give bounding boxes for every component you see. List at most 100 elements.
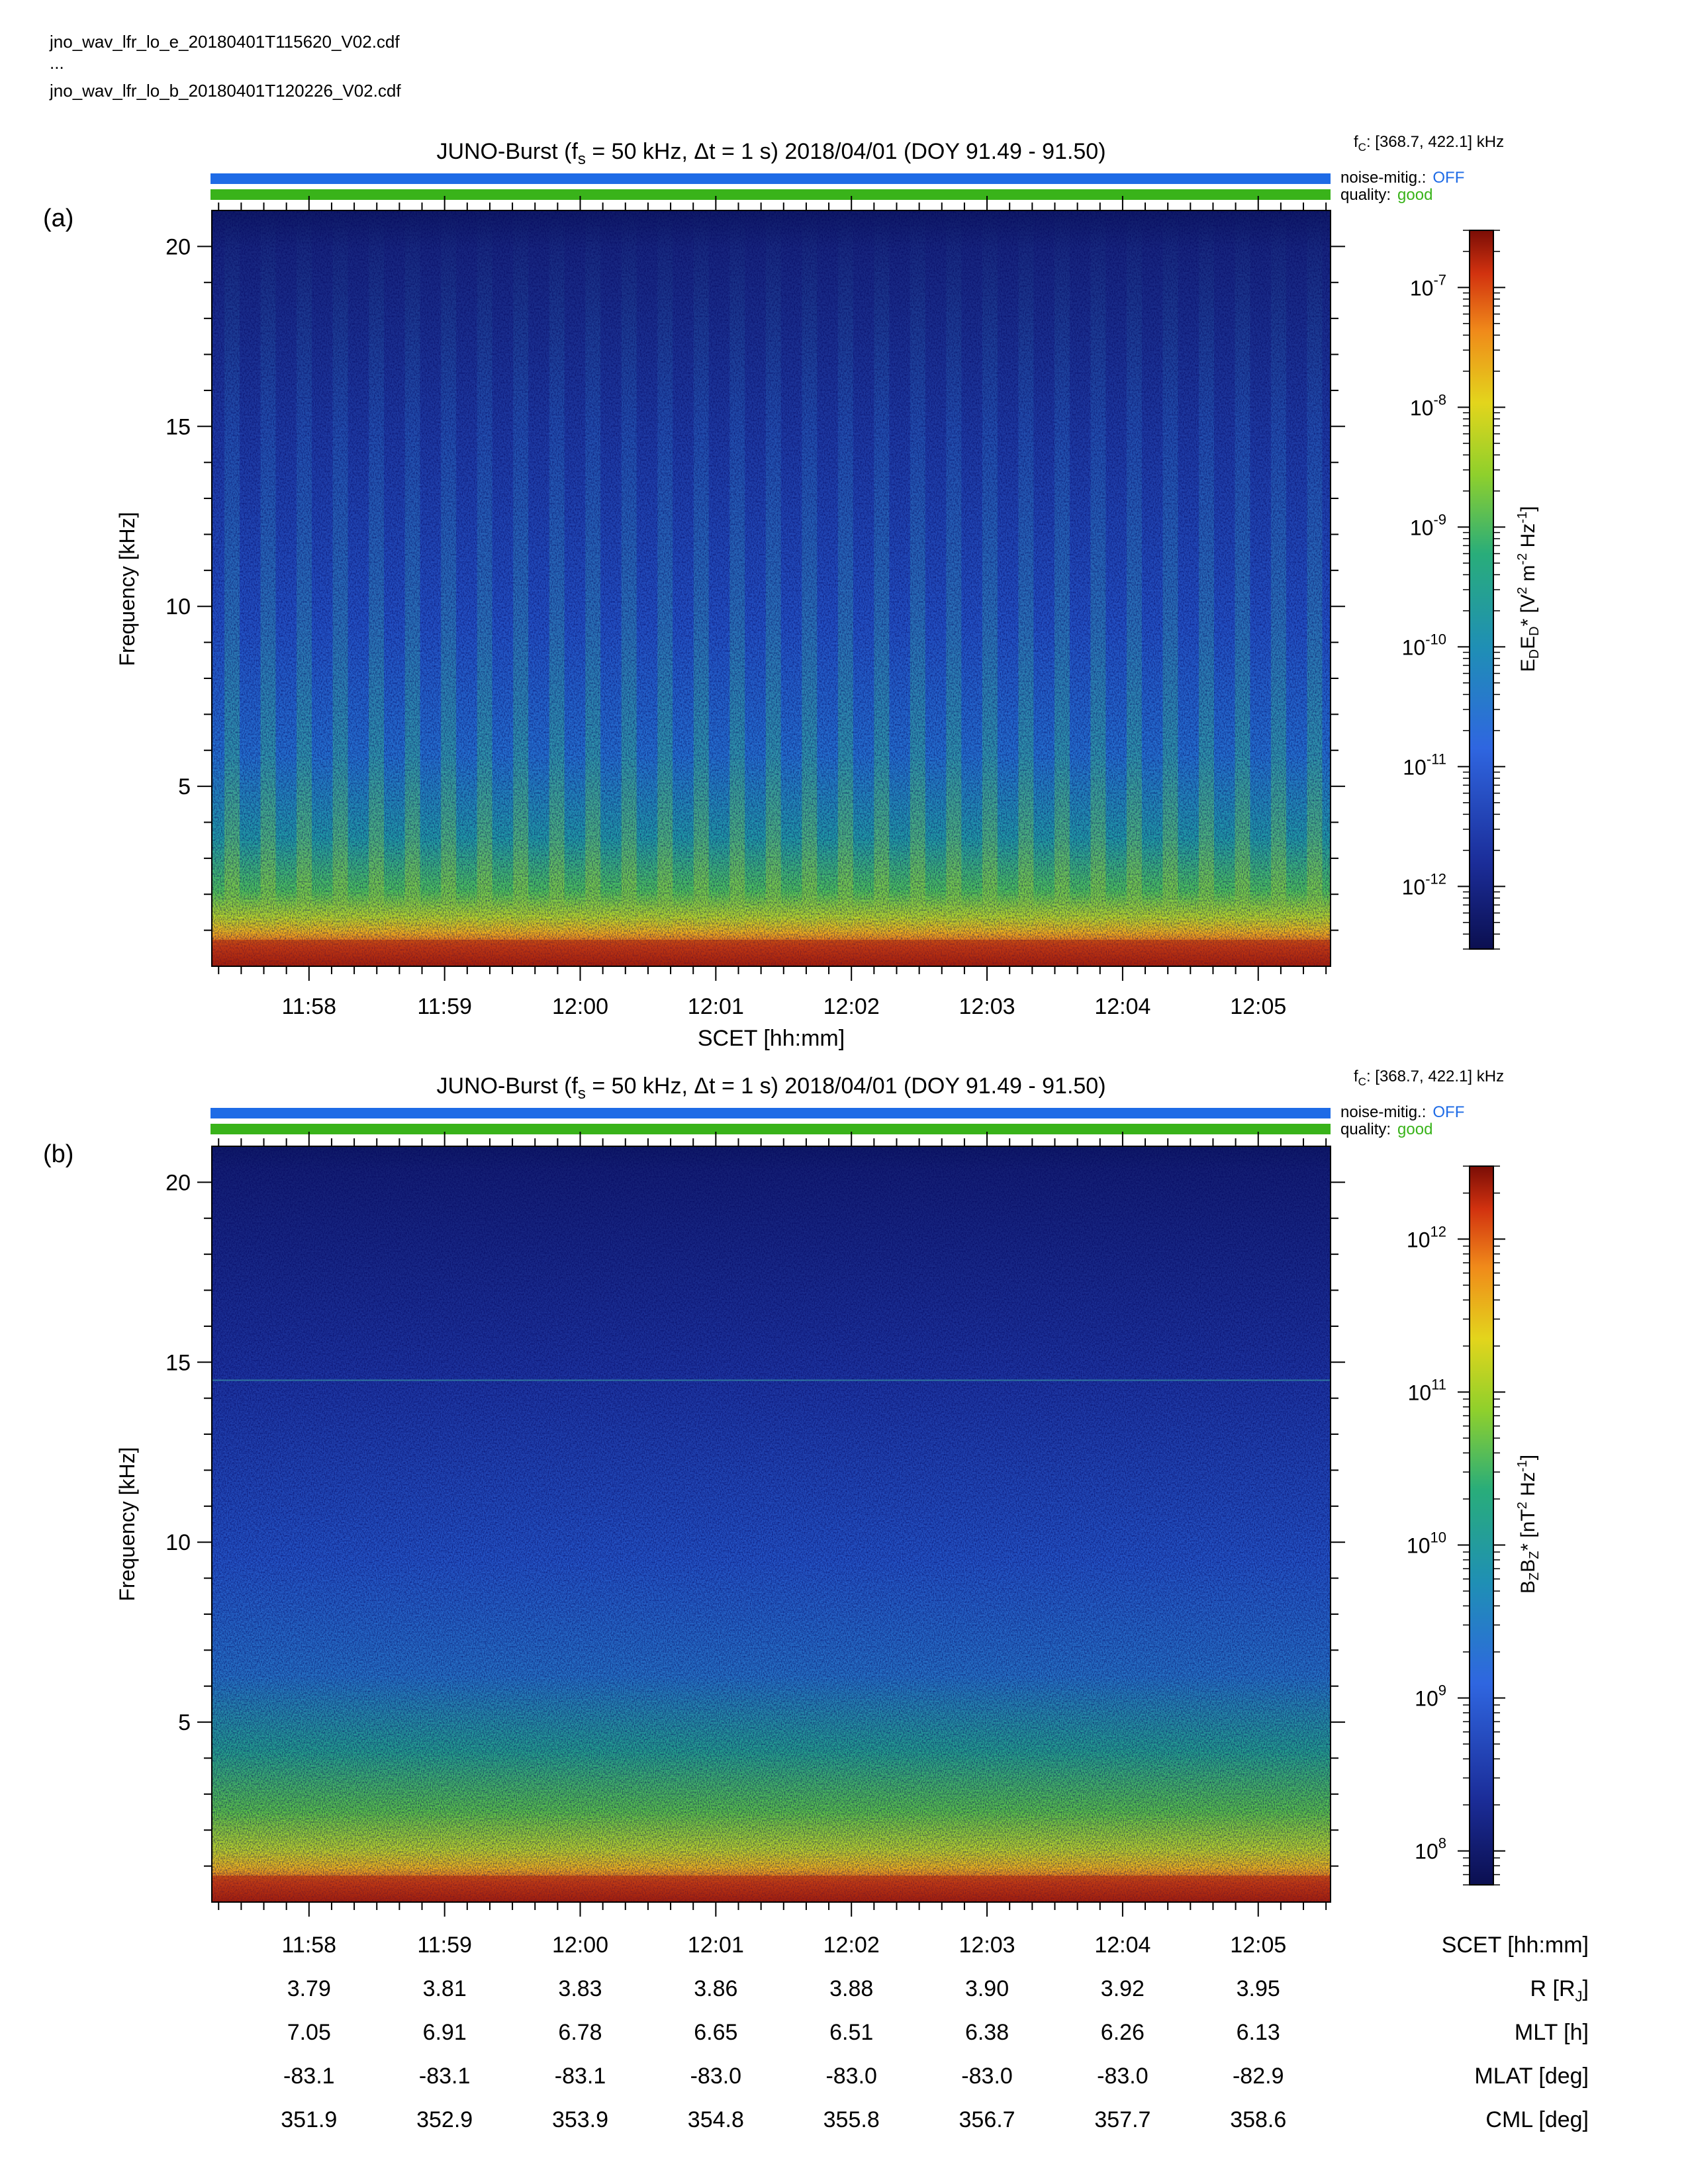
panel-a-spectrogram <box>212 210 1331 966</box>
panel-a-frame <box>211 210 1331 967</box>
colorbar-tick-label: 108 <box>1415 1835 1446 1864</box>
panel-a-colorbar-label: EDED* [V2 m-2 Hz-1] <box>1515 506 1542 672</box>
ephemeris-row-label: CML [deg] <box>1485 2107 1589 2132</box>
panel-b-title-sub: s <box>578 1085 586 1103</box>
y-tick-label: 20 <box>165 234 191 259</box>
ephemeris-cell: 12:00 <box>552 1933 608 1958</box>
ephemeris-cell: 3.95 <box>1237 1976 1280 2001</box>
panel-b-ylabel: Frequency [kHz] <box>115 1447 139 1602</box>
panel-b-lowband <box>212 1876 1331 1902</box>
panel-a-noise-key: noise-mitig.: <box>1340 169 1426 187</box>
x-tick-label: 12:00 <box>552 994 608 1019</box>
panel-a-quality-bar <box>211 189 1331 200</box>
panel-a-title-sub: s <box>578 150 586 168</box>
ephemeris-cell: 356.7 <box>959 2107 1015 2132</box>
panel-a-fc: fC: [368.7, 422.1] kHz <box>1354 133 1504 154</box>
ephemeris-row-label: MLT [h] <box>1515 2020 1589 2045</box>
x-tick-label: 12:05 <box>1230 994 1286 1019</box>
panel-b-quality-label: quality: good <box>1340 1120 1432 1138</box>
file-name-ellipsis: ... <box>50 53 64 73</box>
x-tick-label: 12:04 <box>1094 994 1150 1019</box>
panel-b-label: (b) <box>43 1140 73 1168</box>
ephemeris-cell: 3.86 <box>694 1976 737 2001</box>
x-tick-label: 11:58 <box>282 994 337 1019</box>
panel-a-noise <box>212 210 1331 966</box>
ephemeris-row-label: R [RJ] <box>1530 1976 1589 2005</box>
ephemeris-cell: 358.6 <box>1230 2107 1286 2132</box>
panel-b-colorbar-label: BZBZ* [nT2 Hz-1] <box>1515 1455 1542 1594</box>
panel-a-quality-value: good <box>1397 186 1432 204</box>
ephemeris-cell: -83.0 <box>961 2064 1013 2089</box>
ephemeris-cell: 3.88 <box>829 1976 873 2001</box>
ephemeris-cell: 355.8 <box>823 2107 880 2132</box>
panel-b-frame <box>211 1146 1331 1903</box>
colorbar-tick-label: 10-9 <box>1410 511 1446 539</box>
ephemeris-cell: 6.91 <box>423 2020 467 2045</box>
panel-b: JUNO-Burst (fs = 50 kHz, Δt = 1 s) 2018/… <box>43 1068 1542 1917</box>
ephemeris-cell: 6.51 <box>829 2020 873 2045</box>
panel-a-title-rest: = 50 kHz, Δt = 1 s) 2018/04/01 (DOY 91.4… <box>586 139 1106 164</box>
x-tick-label: 12:02 <box>823 994 880 1019</box>
y-tick-label: 5 <box>178 774 191 799</box>
panel-a-label: (a) <box>43 205 73 232</box>
panel-b-noise-key: noise-mitig.: <box>1340 1103 1426 1121</box>
ephemeris-cell: 11:58 <box>282 1933 337 1958</box>
panel-a-noise-value: OFF <box>1432 169 1464 187</box>
ephemeris-cell: 7.05 <box>287 2020 331 2045</box>
panel-b-spectrogram <box>212 1146 1331 1902</box>
panel-b-noise-value: OFF <box>1432 1103 1464 1121</box>
panel-b-quality-value: good <box>1397 1120 1432 1138</box>
ephemeris-cell: 12:04 <box>1094 1933 1150 1958</box>
panel-a-quality-key: quality: <box>1340 186 1391 204</box>
ephemeris-cell: 3.79 <box>287 1976 331 2001</box>
panel-a-ylabel: Frequency [kHz] <box>115 512 139 666</box>
ephemeris-cell: -82.9 <box>1233 2064 1284 2089</box>
panel-a-fc-value: : [368.7, 422.1] kHz <box>1366 133 1504 151</box>
panel-b-title: JUNO-Burst (fs = 50 kHz, Δt = 1 s) 2018/… <box>436 1073 1105 1103</box>
panel-b-noise-bar <box>211 1108 1331 1118</box>
panel-a-fc-f: f <box>1354 133 1358 151</box>
colorbar-tick-label: 1011 <box>1408 1376 1446 1404</box>
x-tick-label: 12:01 <box>688 994 744 1019</box>
panel-a-axes: 5 10 15 20 11:58 11:59 12:00 12:01 12:02 12:03 12:… <box>165 196 1345 1019</box>
ephemeris-cell: 3.83 <box>558 1976 602 2001</box>
ephemeris-cell: 357.7 <box>1094 2107 1150 2132</box>
panel-b-quality-key: quality: <box>1340 1120 1391 1138</box>
colorbar-tick-label: 10-7 <box>1410 271 1446 300</box>
panel-a-noise-label: noise-mitig.: OFF <box>1340 169 1464 187</box>
ephemeris-cell: -83.1 <box>555 2064 606 2089</box>
y-tick-label: 10 <box>165 594 191 619</box>
panel-a-title: JUNO-Burst (fs = 50 kHz, Δt = 1 s) 2018/… <box>436 139 1105 168</box>
x-tick-label: 11:59 <box>417 994 472 1019</box>
y-tick-label: 15 <box>165 1350 191 1375</box>
panel-a-fc-sub: C <box>1358 141 1366 154</box>
colorbar-tick-label: 10-8 <box>1410 391 1446 420</box>
ephemeris-row-label: SCET [hh:mm] <box>1442 1933 1589 1958</box>
colorbar-tick-label: 1012 <box>1407 1223 1446 1251</box>
ephemeris-cell: -83.0 <box>690 2064 742 2089</box>
ephemeris-cell: 12:03 <box>959 1933 1015 1958</box>
ephemeris-cell: 11:59 <box>417 1933 472 1958</box>
file-name-b: jno_wav_lfr_lo_b_20180401T120226_V02.cdf <box>49 81 401 101</box>
ephemeris-cell: 352.9 <box>416 2107 473 2132</box>
y-tick-label: 20 <box>165 1170 191 1195</box>
panel-b-colorbar-ticks: 1012 1011 1010 109 108 <box>1407 1165 1505 1886</box>
panel-a-lowband <box>212 940 1331 966</box>
ephemeris-cell: 6.26 <box>1101 2020 1145 2045</box>
x-tick-label: 12:03 <box>959 994 1015 1019</box>
ephemeris-cell: 6.65 <box>694 2020 737 2045</box>
ephemeris-cell: 3.90 <box>965 1976 1009 2001</box>
ephemeris-cell: 12:01 <box>688 1933 744 1958</box>
ephemeris-cell: 6.78 <box>558 2020 602 2045</box>
ephemeris-cell: 12:02 <box>823 1933 880 1958</box>
file-name-e: jno_wav_lfr_lo_e_20180401T115620_V02.cdf <box>49 32 400 52</box>
panel-b-fc-value: : [368.7, 422.1] kHz <box>1366 1068 1504 1085</box>
panel-b-noise-label: noise-mitig.: OFF <box>1340 1103 1464 1121</box>
colorbar-tick-label: 109 <box>1415 1682 1446 1711</box>
panel-b-axes: 5 10 15 20 <box>165 1132 1345 1917</box>
ephemeris-cell: -83.0 <box>825 2064 877 2089</box>
colorbar-tick-label: 1010 <box>1407 1529 1446 1557</box>
y-tick-label: 10 <box>165 1530 191 1555</box>
panel-b-noise <box>212 1146 1331 1902</box>
